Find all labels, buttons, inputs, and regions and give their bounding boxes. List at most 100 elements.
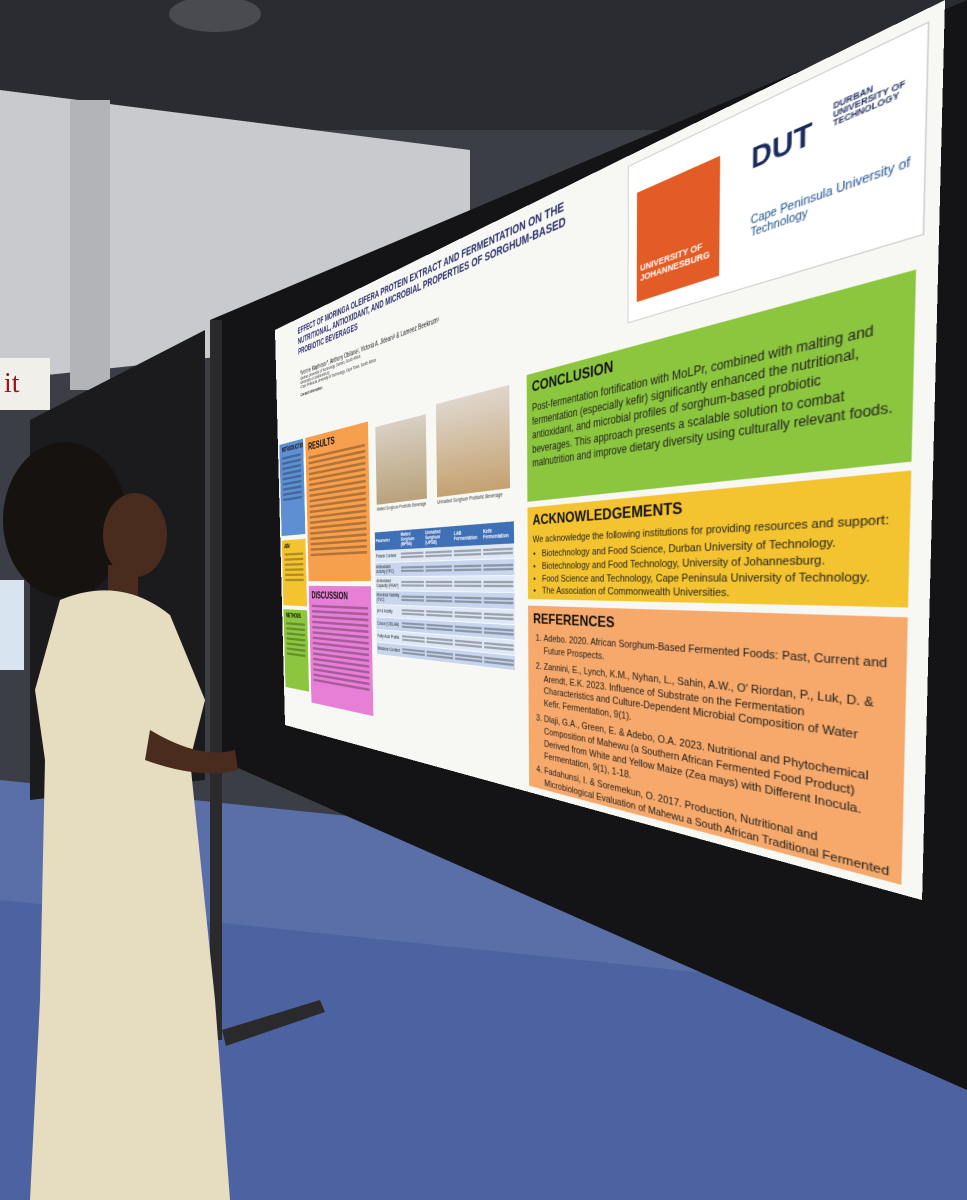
methods-box: METHODS	[283, 609, 310, 692]
cell-text	[425, 584, 453, 587]
row-label: Antioxidant Capacity (FRAP)	[375, 576, 401, 591]
cell-text	[483, 597, 514, 601]
row-label: Protein Content	[375, 549, 401, 563]
dut-logo: DUT	[751, 114, 813, 176]
cell-text	[400, 555, 424, 559]
table-cell	[424, 576, 454, 592]
photo-unmalted: Unmalted Sorghum Probiotic Beverage	[432, 378, 515, 519]
conclusion-box: CONCLUSION Post-fermentation fortificati…	[526, 269, 917, 502]
table-cell	[483, 652, 515, 671]
cell-text	[484, 645, 514, 651]
cell-text	[425, 554, 453, 558]
cell-text	[426, 595, 453, 599]
uj-logo: UNIVERSITY OF JOHANNESBURG	[636, 155, 721, 303]
table-cell	[400, 576, 426, 592]
discussion-box: DISCUSSION	[308, 585, 374, 717]
sign-text: it	[4, 368, 20, 399]
table-cell	[425, 591, 454, 608]
acknowledgement-item: The Association of Commonwealth Universi…	[542, 585, 897, 605]
row-label: Antioxidant Activity (TPC)	[375, 562, 401, 577]
cell-text	[454, 548, 481, 553]
cell-text	[454, 580, 482, 584]
partition-left	[30, 330, 205, 800]
section-heading: AIM	[284, 543, 290, 551]
distant-poster	[0, 580, 24, 670]
aim-box: AIM	[281, 538, 308, 607]
results-box: RESULTS	[305, 421, 371, 582]
cell-text	[483, 601, 514, 605]
cell-text	[454, 552, 482, 557]
cell-text	[483, 616, 514, 621]
cell-text	[401, 580, 424, 584]
row-label: Moisture Content	[376, 641, 402, 658]
row-label: Microbial Viability (TVC)	[375, 590, 401, 606]
cell-text	[454, 629, 482, 634]
table-header: Kefir Fermentation	[481, 521, 515, 546]
cell-text	[454, 615, 482, 619]
cell-text	[401, 569, 424, 573]
table-cell	[453, 559, 483, 577]
cput-logo: Cape Peninsula University of Technology	[750, 155, 911, 241]
cell-text	[483, 580, 514, 584]
pillar	[70, 100, 110, 390]
table-cell	[424, 546, 454, 562]
table-cell	[482, 543, 515, 560]
cell-text	[454, 584, 482, 588]
cell-text	[454, 564, 482, 568]
cell-text	[426, 640, 454, 646]
cell-text	[425, 580, 453, 584]
cell-text	[401, 584, 425, 587]
cell-text	[483, 584, 514, 588]
table-cell	[454, 649, 484, 667]
table-header: Parameter	[374, 530, 400, 551]
cell-text	[401, 612, 425, 616]
section-heading: INTRODUCTION	[281, 441, 306, 455]
table-header: Unmalted Sorghum (UPSB)	[424, 526, 453, 548]
table-cell	[482, 592, 515, 610]
cell-text	[483, 631, 514, 636]
section-heading: DISCUSSION	[311, 589, 348, 602]
table-cell	[400, 590, 426, 607]
cell-text	[483, 563, 514, 567]
cell-text	[402, 625, 425, 630]
cell-text	[483, 547, 513, 552]
partition-post	[210, 320, 222, 1040]
cell-text	[401, 598, 425, 602]
ceiling-vent	[169, 0, 261, 32]
table-cell	[400, 561, 425, 577]
cell-text	[455, 643, 482, 649]
table-cell	[399, 547, 425, 563]
cell-text	[483, 567, 514, 571]
cell-text	[402, 638, 425, 643]
cell-text	[426, 599, 453, 603]
section-heading: METHODS	[285, 612, 302, 620]
dut-name: DURBAN UNIVERSITY OF TECHNOLOGY	[832, 79, 906, 129]
intro-box: INTRODUCTION	[279, 438, 306, 537]
cell-text	[400, 551, 424, 555]
cell-text	[454, 600, 482, 604]
cell-text	[425, 565, 453, 569]
partition-foot	[222, 1000, 325, 1046]
table-cell	[424, 560, 454, 577]
cell-text	[425, 568, 453, 572]
table-cell	[425, 646, 455, 664]
table-cell	[453, 575, 483, 593]
sign-board	[0, 358, 50, 410]
results-table: Parameter Malted Sorghum (MPSB) Unmalted S…	[374, 520, 517, 754]
table-header: Malted Sorghum (MPSB)	[399, 528, 425, 550]
table-cell	[453, 591, 483, 609]
table-cell	[482, 575, 515, 593]
photo-malted: Malted Sorghum Probiotic Beverage	[372, 409, 431, 525]
table-cell	[401, 644, 426, 661]
cell-text	[454, 596, 482, 600]
table-row: Antioxidant Activity (TPC)	[375, 558, 515, 577]
cell-text	[483, 551, 513, 556]
cell-text	[401, 565, 424, 569]
table-cell	[452, 545, 483, 561]
cell-text	[454, 568, 482, 572]
table-cell	[482, 558, 515, 576]
table-header: LAB Fermentation	[452, 523, 483, 547]
cell-text	[426, 627, 453, 632]
cell-text	[426, 613, 453, 618]
